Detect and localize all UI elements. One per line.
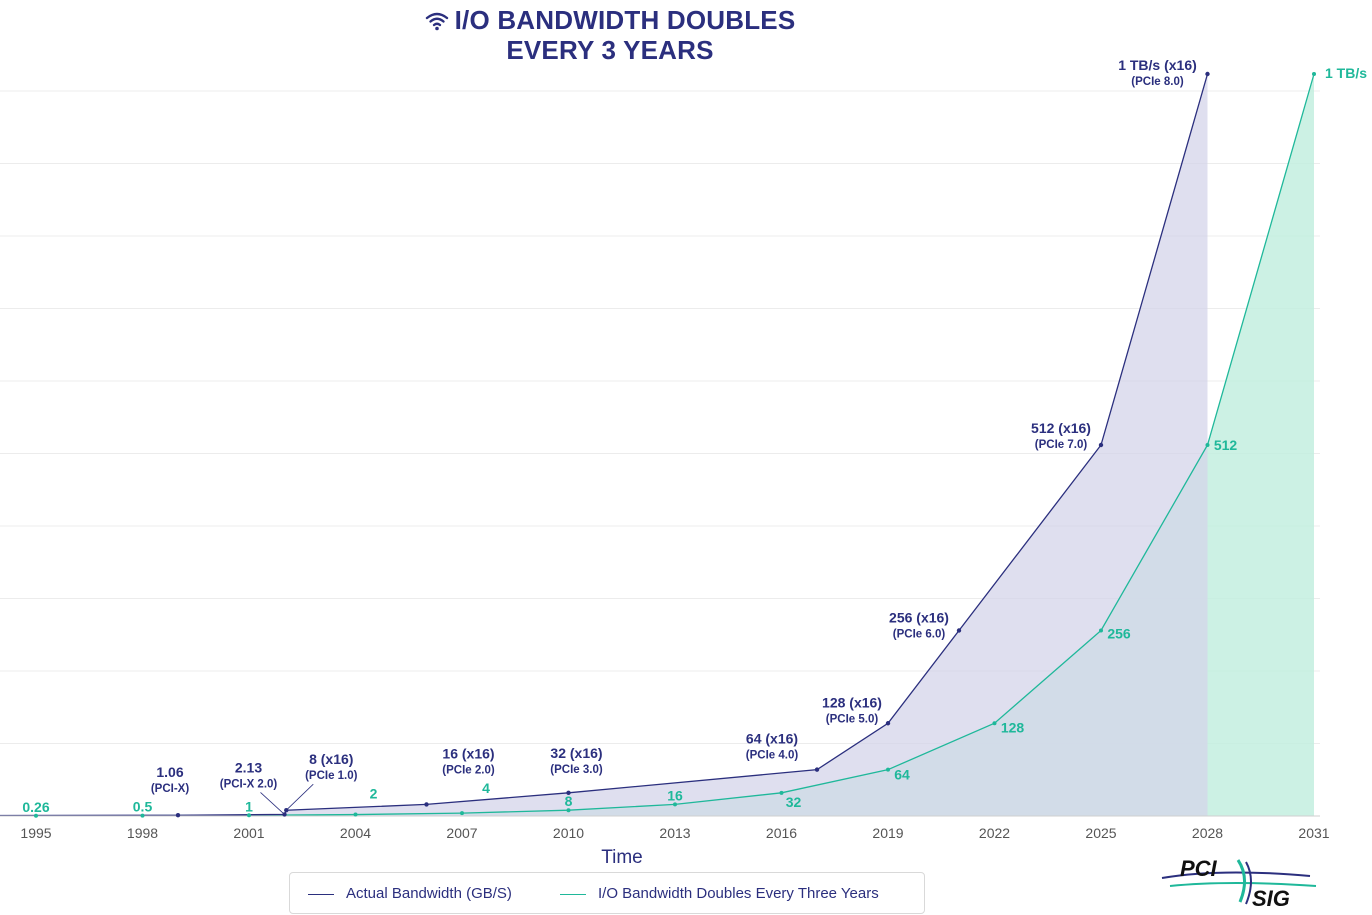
wifi-icon [425, 8, 449, 36]
legend-item-actual[interactable]: Actual Bandwidth (GB/S) [308, 885, 512, 902]
x-tick-label: 2013 [659, 825, 690, 841]
x-tick-label: 2028 [1192, 825, 1223, 841]
sig-logo-text: SIG [1252, 886, 1290, 910]
actual-data-sublabel: (PCIe 6.0) [893, 629, 946, 641]
actual-data-label: 8 (x16) [309, 751, 353, 767]
actual-data-sublabel: (PCIe 5.0) [826, 713, 879, 725]
x-tick-label: 1998 [127, 825, 158, 841]
doubling-data-label: 16 [667, 787, 683, 803]
actual-point [1205, 71, 1210, 77]
doubling-data-label: 2 [370, 786, 378, 802]
actual-data-sublabel: (PCIe 4.0) [746, 750, 799, 762]
chart-legend: Actual Bandwidth (GB/S) I/O Bandwidth Do… [289, 872, 925, 914]
pci-sig-logo: PCI SIG [1160, 852, 1320, 911]
actual-data-label: 128 (x16) [822, 694, 882, 710]
actual-point [424, 802, 429, 807]
doubling-data-label: 512 [1214, 437, 1238, 453]
doubling-point [460, 811, 464, 816]
doubling-point [1099, 628, 1103, 633]
doubling-data-label: 32 [786, 794, 802, 810]
actual-point [1098, 442, 1104, 448]
actual-data-label: 64 (x16) [746, 731, 798, 747]
doubling-point [34, 813, 38, 818]
actual-data-sublabel: (PCIe 1.0) [305, 770, 358, 782]
actual-data-label: 512 (x16) [1031, 420, 1091, 436]
x-tick-label: 2004 [340, 825, 371, 841]
doubling-point [1205, 443, 1210, 447]
actual-data-label: 32 (x16) [550, 745, 602, 761]
chart-title-line2: EVERY 3 YEARS [506, 35, 714, 66]
actual-data-label: 16 (x16) [442, 745, 494, 761]
legend-swatch-actual [308, 893, 334, 895]
x-tick-label: 2022 [979, 825, 1010, 841]
doubling-data-label: 1 [245, 798, 253, 814]
label-leader [285, 783, 314, 811]
actual-data-label: 256 (x16) [889, 610, 949, 626]
actual-data-label: 1 TB/s (x16) [1118, 57, 1197, 73]
x-axis-title: Time [601, 847, 643, 868]
doubling-point [992, 721, 997, 726]
actual-data-sublabel: (PCIe 7.0) [1035, 439, 1088, 451]
x-tick-label: 2025 [1085, 825, 1116, 841]
actual-point [566, 790, 571, 796]
doubling-point [566, 808, 571, 813]
actual-data-sublabel: (PCIe 3.0) [550, 764, 603, 776]
actual-data-sublabel: (PCIe 8.0) [1131, 76, 1184, 88]
doubling-data-label: 8 [565, 793, 573, 809]
doubling-data-label: 64 [894, 767, 910, 783]
doubling-point [140, 813, 145, 818]
chart-title-line1: I/O BANDWIDTH DOUBLES [454, 5, 796, 35]
actual-data-sublabel: (PCI-X) [151, 783, 190, 795]
legend-label-doubling: I/O Bandwidth Doubles Every Three Years [598, 885, 879, 902]
actual-data-label: 1.06 [156, 764, 183, 780]
actual-point [956, 628, 962, 633]
doubling-data-label: 256 [1107, 626, 1131, 642]
doubling-data-label: 4 [482, 780, 490, 796]
doubling-point [779, 790, 784, 795]
x-tick-label: 2016 [766, 825, 797, 841]
legend-item-doubling[interactable]: I/O Bandwidth Doubles Every Three Years [560, 885, 879, 902]
x-tick-label: 1995 [20, 825, 51, 841]
doubling-point [673, 802, 677, 807]
actual-point [814, 767, 820, 772]
x-tick-label: 2007 [446, 825, 477, 841]
doubling-point [247, 813, 251, 818]
legend-swatch-doubling [560, 893, 586, 895]
doubling-data-label: 1 TB/s [1325, 65, 1367, 81]
pci-logo-text: PCI [1180, 856, 1218, 881]
actual-data-sublabel: (PCI-X 2.0) [220, 778, 278, 790]
actual-data-label: 2.13 [235, 759, 262, 775]
doubling-point [1312, 72, 1316, 76]
actual-point [175, 813, 181, 818]
doubling-point [886, 767, 890, 772]
doubling-point [353, 812, 358, 817]
legend-label-actual: Actual Bandwidth (GB/S) [346, 885, 512, 902]
actual-area [0, 74, 1208, 816]
x-tick-label: 2010 [553, 825, 584, 841]
doubling-data-label: 128 [1001, 719, 1025, 735]
doubling-data-label: 0.26 [22, 799, 49, 815]
doubling-data-label: 0.5 [133, 799, 153, 815]
x-tick-label: 2019 [872, 825, 903, 841]
chart-title: I/O BANDWIDTH DOUBLES EVERY 3 YEARS [390, 6, 830, 64]
label-leader [260, 792, 285, 815]
actual-point [885, 721, 891, 726]
x-tick-label: 2001 [233, 825, 264, 841]
x-tick-label: 2031 [1298, 825, 1329, 841]
actual-data-sublabel: (PCIe 2.0) [442, 764, 495, 776]
